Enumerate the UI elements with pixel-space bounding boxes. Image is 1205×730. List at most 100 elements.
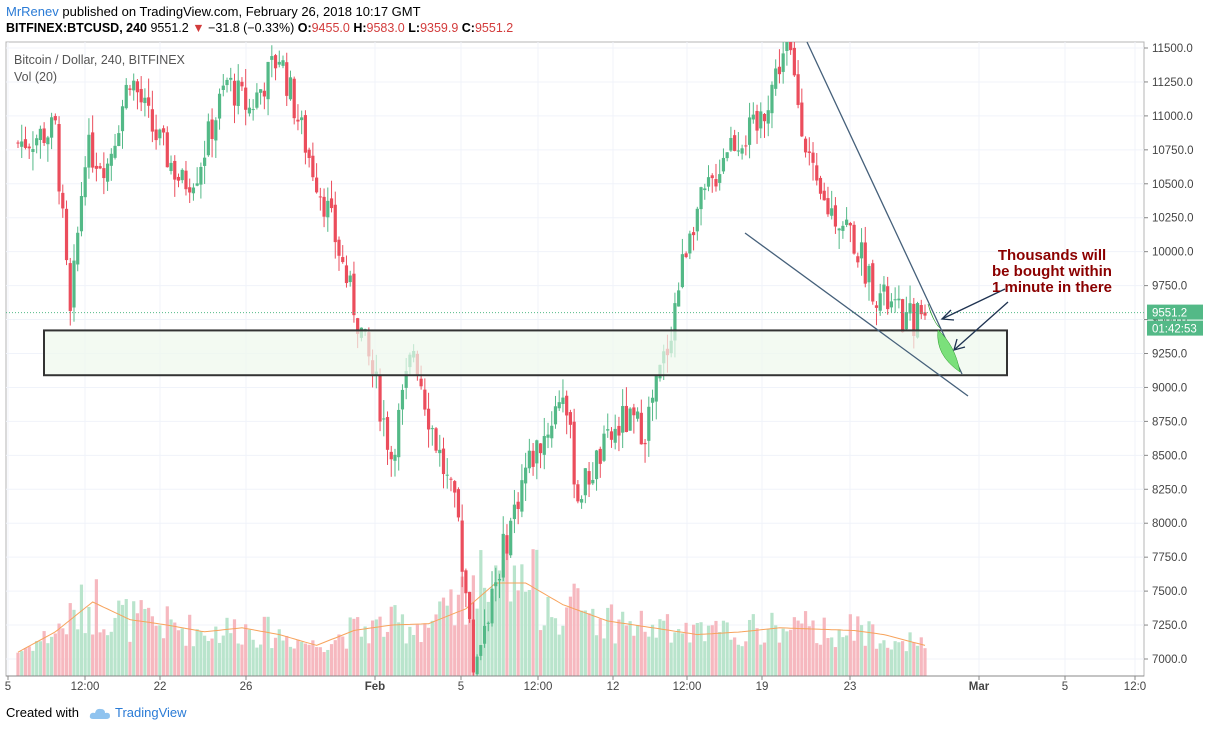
volume-bar (337, 634, 341, 676)
volume-bar (740, 646, 744, 676)
candle-body (434, 428, 438, 451)
candle-body (378, 374, 382, 422)
candle-body (98, 166, 102, 169)
volume-bar (699, 622, 703, 676)
volume-bar (273, 637, 278, 676)
volume-bar (147, 607, 151, 676)
volume-bar (158, 625, 162, 676)
candle-body (580, 499, 584, 503)
volume-bar (266, 616, 270, 676)
price-chart[interactable]: Thousands will be bought within 1 minute… (0, 40, 1205, 694)
candle-body (800, 102, 804, 137)
volume-bar (908, 632, 912, 676)
last-price-badge (1147, 304, 1203, 320)
candle-body (901, 299, 905, 333)
volume-bar (270, 648, 274, 676)
candles (16, 42, 927, 676)
candle-body (509, 520, 513, 556)
volume-bar (818, 644, 823, 676)
y-tick-label: 10000.0 (1152, 247, 1194, 259)
volume-bar (98, 632, 102, 676)
close-label: C: (461, 21, 475, 35)
candle-body (759, 111, 763, 129)
x-tick-label: 12:0 (1124, 681, 1146, 693)
volume-bar (609, 604, 614, 676)
volume-bar (729, 639, 733, 676)
volume-legend[interactable]: Vol (20) (14, 70, 57, 84)
candle-body (774, 68, 778, 89)
x-tick-label: 19 (756, 681, 769, 693)
candle-body (191, 187, 196, 194)
candle-body (635, 411, 640, 419)
volume-bar (128, 641, 132, 676)
volume-bar (553, 618, 558, 676)
y-tick-label: 8500.0 (1152, 450, 1187, 462)
volume-bar (602, 638, 606, 676)
volume-bar (288, 646, 293, 676)
candle-body (229, 77, 233, 80)
candle-body (124, 84, 128, 109)
change-value: −31.8 (−0.33%) (208, 21, 295, 35)
x-tick-label: 5 (458, 681, 464, 693)
y-axis[interactable]: 7000.0 7250.0 7500.0 7750.0 8000.0 8250.0 8500… (1144, 43, 1194, 666)
candle-body (296, 119, 300, 122)
candle-body (639, 412, 643, 445)
volume-bar (225, 617, 229, 676)
candle-body (176, 176, 181, 181)
volume-bar (434, 614, 438, 676)
y-tick-label: 11500.0 (1152, 43, 1193, 55)
volume-bar (105, 635, 110, 676)
upper-trendline[interactable] (806, 41, 963, 375)
candle-body (777, 66, 782, 75)
author-link[interactable]: MrRenev (6, 4, 59, 19)
candle-body (587, 471, 591, 485)
volume-bar (635, 625, 640, 676)
candle-body (893, 299, 897, 301)
volume-bar (531, 549, 535, 676)
volume-bar (132, 601, 136, 676)
candle-body (505, 535, 509, 554)
volume-bar (572, 583, 576, 676)
volume-bar (647, 636, 651, 676)
volume-bar (143, 608, 147, 676)
candle-body (617, 425, 621, 436)
volume-bar (285, 635, 289, 676)
lower-trendline[interactable] (744, 232, 969, 397)
candle-body (561, 397, 565, 405)
volume-bar (31, 650, 35, 676)
highlight-area-lower (937, 329, 961, 373)
candle-body (609, 431, 614, 440)
candle-body (214, 120, 218, 141)
candle-body (721, 157, 726, 172)
volume-bar (796, 620, 800, 676)
candle-body (856, 256, 860, 263)
volume-bar (468, 593, 472, 676)
x-axis[interactable]: 5 12:00 22 26 Feb 5 12:00 12 12:00 19 23 Mar 5 12:0 (5, 675, 1146, 693)
volume-bar (315, 647, 319, 676)
candle-body (285, 62, 289, 96)
volume-bar (61, 628, 65, 676)
arrow-head-1-icon (940, 309, 955, 321)
candle-body (565, 395, 569, 416)
low-label: L: (408, 21, 421, 35)
candle-body (240, 81, 244, 87)
volume-bar (792, 617, 796, 676)
volume-bar (516, 590, 520, 676)
volume-bar (912, 642, 916, 676)
tradingview-link[interactable]: TradingView (114, 705, 187, 720)
series-legend[interactable]: Bitcoin / Dollar, 240, BITFINEX (14, 53, 186, 67)
candle-body (621, 406, 625, 433)
volume-bar (262, 616, 266, 676)
volume-bar (673, 632, 677, 676)
volume-bar (113, 617, 117, 676)
candle-body (322, 196, 326, 217)
candle-body (740, 148, 744, 154)
support-zone-box[interactable] (43, 329, 1008, 377)
volume-bar (184, 645, 188, 676)
volume-bar (277, 629, 281, 676)
volume-bar (751, 614, 755, 676)
volume-bar (176, 630, 181, 676)
annotation-arrow-1 (941, 288, 1006, 320)
x-tick-label: Mar (969, 681, 990, 693)
candle-body (796, 74, 800, 105)
